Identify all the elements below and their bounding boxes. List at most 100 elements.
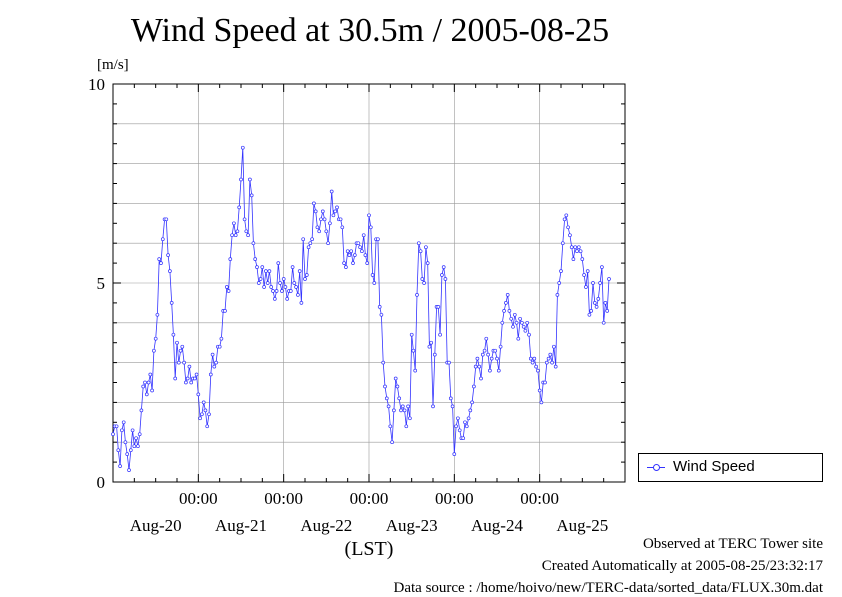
x-date-label: Aug-21 [215, 516, 267, 535]
data-point [592, 301, 597, 305]
x-date-label: Aug-25 [556, 516, 608, 535]
data-point [409, 332, 414, 337]
data-point [285, 297, 290, 301]
data-point [143, 380, 147, 385]
data-point [539, 400, 544, 405]
data-point [429, 340, 434, 345]
x-tick-label: 00:00 [350, 489, 389, 508]
data-point [365, 261, 370, 265]
data-point [400, 404, 405, 409]
data-point [512, 312, 517, 317]
data-point [368, 225, 373, 230]
footer-created: Created Automatically at 2005-08-25/23:3… [541, 558, 823, 574]
data-point [264, 269, 268, 273]
data-point [516, 336, 521, 341]
data-point [596, 297, 601, 301]
data-point [351, 261, 355, 265]
data-point [523, 328, 528, 333]
data-point [587, 312, 592, 317]
data-point [447, 360, 451, 365]
data-point [472, 384, 476, 389]
data-point [136, 444, 140, 449]
legend: Wind Speed [638, 453, 823, 482]
data-point [363, 253, 368, 257]
data-point [249, 193, 254, 198]
data-point [301, 237, 306, 242]
data-point [489, 356, 494, 361]
data-point [214, 360, 218, 365]
data-point [381, 360, 386, 365]
data-point [413, 368, 418, 373]
data-point [335, 205, 339, 210]
data-point [207, 412, 211, 417]
data-point [438, 332, 442, 337]
x-date-label: Aug-24 [471, 516, 523, 535]
data-point [356, 241, 361, 246]
data-point [317, 229, 322, 234]
data-point [571, 257, 576, 261]
data-point [324, 229, 329, 234]
data-point [370, 273, 375, 277]
series-line-wind-speed [112, 147, 610, 471]
data-point [443, 277, 448, 281]
data-point [456, 416, 460, 421]
data-point [237, 205, 242, 210]
data-point [420, 277, 425, 281]
data-point [180, 344, 185, 349]
data-point [578, 249, 583, 254]
data-point [390, 440, 394, 445]
data-point [111, 432, 115, 437]
y-tick-label: 5 [97, 274, 106, 293]
data-point [552, 344, 556, 349]
data-point [564, 213, 569, 218]
data-point [196, 392, 201, 397]
data-point [248, 177, 252, 182]
data-point [208, 372, 213, 377]
data-point [376, 237, 380, 242]
data-point [344, 265, 348, 269]
data-point [473, 364, 478, 369]
data-point [424, 245, 428, 250]
data-point [360, 249, 364, 254]
data-point [328, 221, 332, 226]
data-point [121, 420, 126, 425]
data-point [404, 424, 409, 429]
data-point [315, 225, 320, 230]
x-tick-label: 00:00 [264, 489, 303, 508]
data-point [441, 265, 446, 269]
data-point [310, 237, 314, 242]
data-point [319, 217, 323, 222]
data-point [520, 320, 524, 325]
data-point [502, 309, 506, 313]
axes: 0 5 10 00:00 00:00 00:00 00:00 00:00 Aug-20 Aug-2… [88, 75, 626, 535]
data-point [470, 400, 474, 405]
data-point [203, 408, 208, 413]
data-point [219, 336, 224, 341]
data-point [514, 320, 519, 325]
data-point [569, 245, 574, 250]
data-point [217, 344, 222, 349]
data-point [144, 392, 149, 397]
data-point [448, 396, 453, 401]
data-point [189, 380, 194, 385]
y-unit-label: [m/s] [97, 57, 129, 73]
data-point [281, 277, 286, 281]
data-point [240, 145, 245, 150]
data-point [562, 217, 567, 222]
data-point [607, 277, 611, 281]
data-point [150, 388, 154, 393]
data-point [269, 285, 274, 289]
data-point [253, 257, 258, 261]
data-point [402, 408, 407, 413]
data-point [152, 348, 156, 353]
data-point [568, 233, 572, 238]
data-point [585, 269, 590, 273]
data-point [340, 225, 345, 230]
data-point [358, 245, 362, 250]
data-point [278, 281, 282, 285]
data-point [352, 253, 357, 257]
data-point [509, 316, 514, 321]
data-point [303, 277, 307, 281]
data-point [507, 309, 512, 313]
data-point [349, 249, 354, 254]
